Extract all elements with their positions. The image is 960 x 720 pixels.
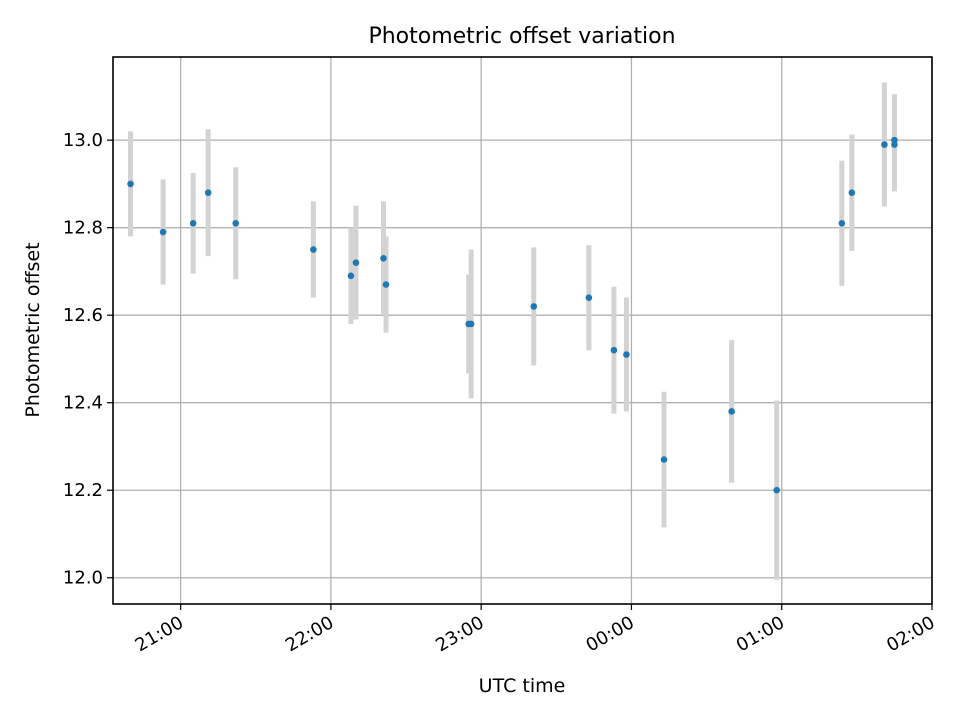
- data-point: [310, 246, 317, 253]
- y-axis-ticks: 12.0 12.2 12.4 12.6 12.8 13.0: [63, 130, 113, 589]
- data-point: [891, 136, 898, 144]
- data-point: [838, 219, 846, 227]
- data-point: [380, 254, 387, 262]
- data-point: [585, 294, 593, 301]
- y-tick-label: 12.6: [63, 305, 103, 326]
- data-point: [467, 320, 475, 328]
- data-point: [347, 272, 355, 280]
- x-tick-label: 00:00: [583, 612, 638, 656]
- data-point: [848, 189, 856, 196]
- data-point: [232, 219, 240, 227]
- data-point: [382, 281, 390, 288]
- plot-frame: [112, 56, 933, 605]
- data-point: [530, 303, 538, 310]
- y-tick-label: 12.2: [63, 480, 103, 501]
- data-point: [623, 351, 630, 358]
- x-axis-ticks: 21:00 22:00 23:00 00:00 01:00 02:00: [132, 604, 939, 656]
- data-point: [881, 141, 888, 148]
- error-bars: [128, 82, 897, 580]
- data-point: [773, 486, 781, 494]
- data-points: [127, 136, 898, 494]
- x-tick-label: 23:00: [432, 612, 487, 656]
- data-point: [728, 408, 735, 415]
- x-tick-label: 22:00: [282, 612, 337, 656]
- data-point: [610, 346, 618, 354]
- chart-title: Photometric offset variation: [368, 24, 675, 49]
- grid: [113, 57, 933, 604]
- y-axis-label: Photometric offset: [22, 242, 44, 417]
- x-axis-label: UTC time: [479, 675, 566, 697]
- x-tick-label: 02:00: [883, 612, 938, 656]
- data-point: [660, 456, 668, 463]
- data-point: [352, 259, 360, 266]
- y-tick-label: 12.0: [63, 568, 103, 589]
- data-point: [127, 180, 134, 188]
- y-tick-label: 12.4: [63, 393, 103, 414]
- x-tick-label: 01:00: [733, 612, 788, 656]
- y-tick-label: 13.0: [63, 130, 103, 151]
- x-tick-label: 21:00: [132, 612, 187, 656]
- data-point: [189, 219, 197, 227]
- y-tick-label: 12.8: [63, 218, 103, 239]
- data-point: [204, 189, 212, 196]
- data-point: [159, 228, 167, 236]
